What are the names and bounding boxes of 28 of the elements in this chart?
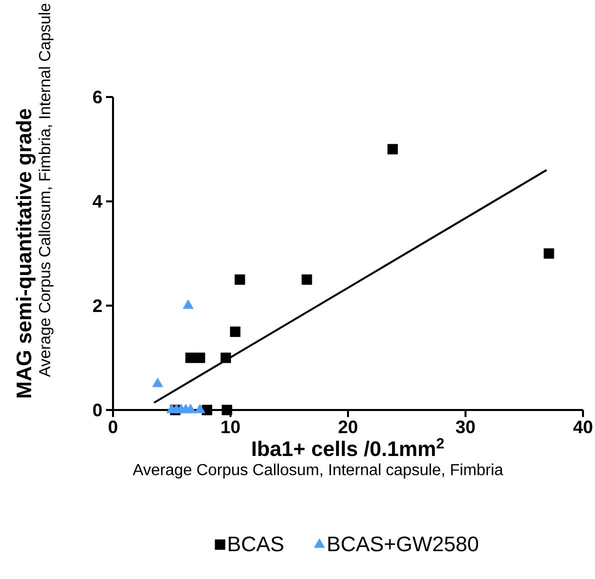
x-tick-label: 20 bbox=[338, 420, 358, 434]
y-tick-label: 6 bbox=[93, 90, 102, 104]
point bbox=[302, 274, 312, 285]
point bbox=[185, 404, 196, 414]
text: Average Corpus Callosum, Fimbria, Internal Capsule bbox=[38, 4, 54, 378]
y-tick-label: 4 bbox=[92, 195, 102, 208]
point bbox=[185, 352, 196, 364]
y-tick-label: 0 bbox=[93, 404, 102, 416]
y-axis-title: MAG semi-quantitative grade bbox=[16, 108, 36, 398]
x-tick-label: 40 bbox=[573, 420, 592, 434]
point bbox=[182, 299, 194, 309]
legend-label: BCAS bbox=[228, 536, 284, 552]
point bbox=[234, 274, 246, 285]
point bbox=[194, 352, 206, 364]
point bbox=[152, 378, 164, 388]
y-tick-label: 2 bbox=[93, 299, 102, 312]
x-tick-label: 30 bbox=[456, 420, 475, 434]
point bbox=[194, 404, 206, 414]
text: Iba1+ cells /0.1mm$^{2}$ bbox=[252, 438, 444, 456]
point bbox=[230, 326, 240, 337]
point bbox=[387, 144, 398, 154]
point bbox=[220, 352, 231, 364]
x-tick-label: 0 bbox=[108, 420, 118, 434]
point bbox=[222, 404, 232, 416]
text: Average Corpus Callosum, Internal capsule, Fimbria bbox=[132, 464, 504, 478]
point bbox=[544, 248, 554, 259]
x-tick-label: 10 bbox=[222, 420, 240, 434]
legend-label: BCAS+GW2580 bbox=[328, 536, 478, 552]
